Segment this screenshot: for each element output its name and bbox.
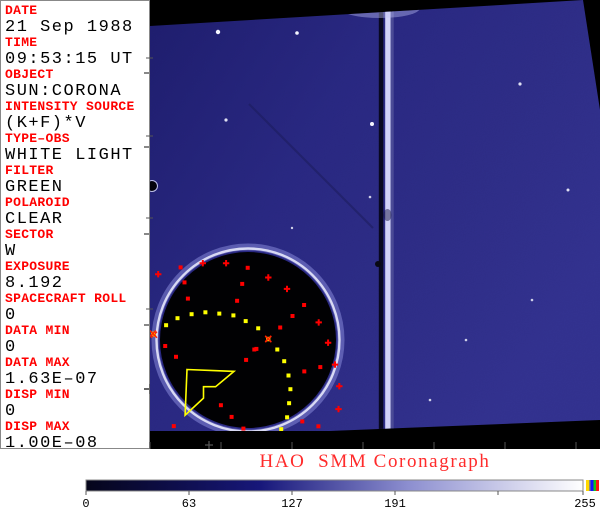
svg-text:255: 255 <box>574 497 596 511</box>
svg-text:HAO SMM Coronagraph: HAO SMM Coronagraph <box>260 451 491 472</box>
svg-text:191: 191 <box>384 497 406 511</box>
svg-text:127: 127 <box>281 497 303 511</box>
svg-text:63: 63 <box>182 497 196 511</box>
svg-text:0: 0 <box>82 497 89 511</box>
